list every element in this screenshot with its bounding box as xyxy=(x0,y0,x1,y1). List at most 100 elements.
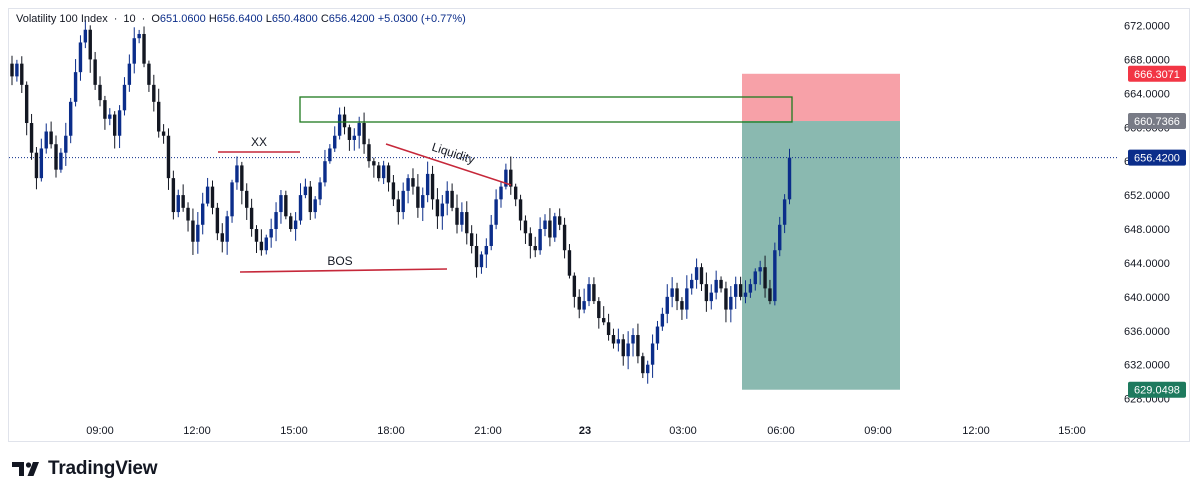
candle xyxy=(73,59,78,107)
candle xyxy=(284,190,288,220)
candle-body xyxy=(391,182,396,200)
candle xyxy=(553,212,557,242)
candle-body xyxy=(670,288,674,297)
candle-body xyxy=(293,220,298,230)
candle-body xyxy=(474,245,479,268)
candle xyxy=(729,286,733,323)
candle-body xyxy=(396,199,401,213)
candle-body xyxy=(34,152,39,179)
candle xyxy=(29,113,34,160)
candle xyxy=(631,328,635,357)
x-tick-label: 06:00 xyxy=(767,425,795,437)
candle xyxy=(719,276,723,293)
candle-body xyxy=(518,199,523,221)
candle xyxy=(582,288,586,314)
candle-body xyxy=(166,135,171,179)
candle xyxy=(675,282,679,311)
candle-body xyxy=(372,161,376,166)
candle-body xyxy=(377,165,381,179)
candle xyxy=(768,279,772,305)
candle-body xyxy=(543,220,547,230)
candle xyxy=(54,135,58,178)
candle-body xyxy=(650,343,655,365)
candle xyxy=(748,278,753,298)
candle-body xyxy=(108,114,112,119)
separator-dot: · xyxy=(113,13,118,25)
candle xyxy=(646,360,650,384)
candle-body xyxy=(333,135,337,149)
candle-body xyxy=(504,169,508,187)
candle-body xyxy=(704,284,709,302)
tradingview-logo[interactable]: TradingView xyxy=(12,458,158,480)
candle xyxy=(587,277,591,307)
candle xyxy=(249,198,254,237)
candle-body xyxy=(597,301,601,319)
chart-frame[interactable] xyxy=(8,8,1190,442)
candle xyxy=(670,277,674,308)
candle xyxy=(504,163,508,190)
candle-body xyxy=(601,318,606,323)
candle-body xyxy=(421,195,425,208)
candle xyxy=(49,121,53,149)
candle-body xyxy=(191,220,195,242)
candle-body xyxy=(499,186,503,200)
candle-body xyxy=(64,135,68,153)
candle-body xyxy=(122,84,127,111)
candle-body xyxy=(44,131,48,149)
candle xyxy=(606,313,611,341)
candle-body xyxy=(636,335,640,357)
candle-body xyxy=(117,110,122,136)
candle-body xyxy=(646,364,650,374)
change-value: +5.0300 (+0.77%) xyxy=(377,13,466,25)
candle xyxy=(489,214,493,251)
candle-body xyxy=(88,29,92,60)
candle-body xyxy=(93,59,97,85)
candle xyxy=(401,182,405,220)
candle xyxy=(308,180,312,220)
candle xyxy=(88,25,92,73)
candle-body xyxy=(49,131,53,145)
candle xyxy=(650,334,655,378)
candle xyxy=(352,128,356,151)
symbol-name[interactable]: Volatility 100 Index xyxy=(16,13,108,25)
candle xyxy=(743,280,748,304)
candle xyxy=(753,268,757,291)
candle-body xyxy=(719,279,723,289)
candle-body xyxy=(445,190,449,204)
candle-body xyxy=(592,284,596,302)
candle xyxy=(196,212,200,254)
candle xyxy=(543,214,547,237)
candle xyxy=(469,225,474,254)
candle xyxy=(137,29,141,44)
candle xyxy=(782,194,787,234)
candle-body xyxy=(78,42,83,73)
candle xyxy=(44,123,48,154)
candle xyxy=(734,276,738,309)
candle xyxy=(112,111,117,149)
candle-body xyxy=(660,313,665,327)
candle xyxy=(303,178,308,199)
candle-body xyxy=(455,207,459,225)
candle xyxy=(337,107,342,140)
candle-body xyxy=(724,288,728,310)
candle-body xyxy=(210,186,215,208)
candle xyxy=(333,126,337,152)
candle xyxy=(440,195,445,230)
candle-body xyxy=(10,63,14,77)
candle-body xyxy=(298,195,303,221)
candle-body xyxy=(352,135,356,140)
annotation-bos: BOS xyxy=(327,254,352,268)
interval-label[interactable]: 10 xyxy=(123,13,136,25)
candle-body xyxy=(528,233,533,246)
liquidity-line xyxy=(385,143,512,186)
candle-body xyxy=(450,190,454,208)
candle xyxy=(484,238,489,268)
x-tick-label: 12:00 xyxy=(962,425,990,437)
y-tick-label: 632.0000 xyxy=(1124,360,1170,372)
candle-body xyxy=(98,84,102,101)
candle-body xyxy=(675,288,679,302)
candle-body xyxy=(274,212,278,230)
candle-body xyxy=(577,296,581,310)
y-tick-label: 640.0000 xyxy=(1124,292,1170,304)
